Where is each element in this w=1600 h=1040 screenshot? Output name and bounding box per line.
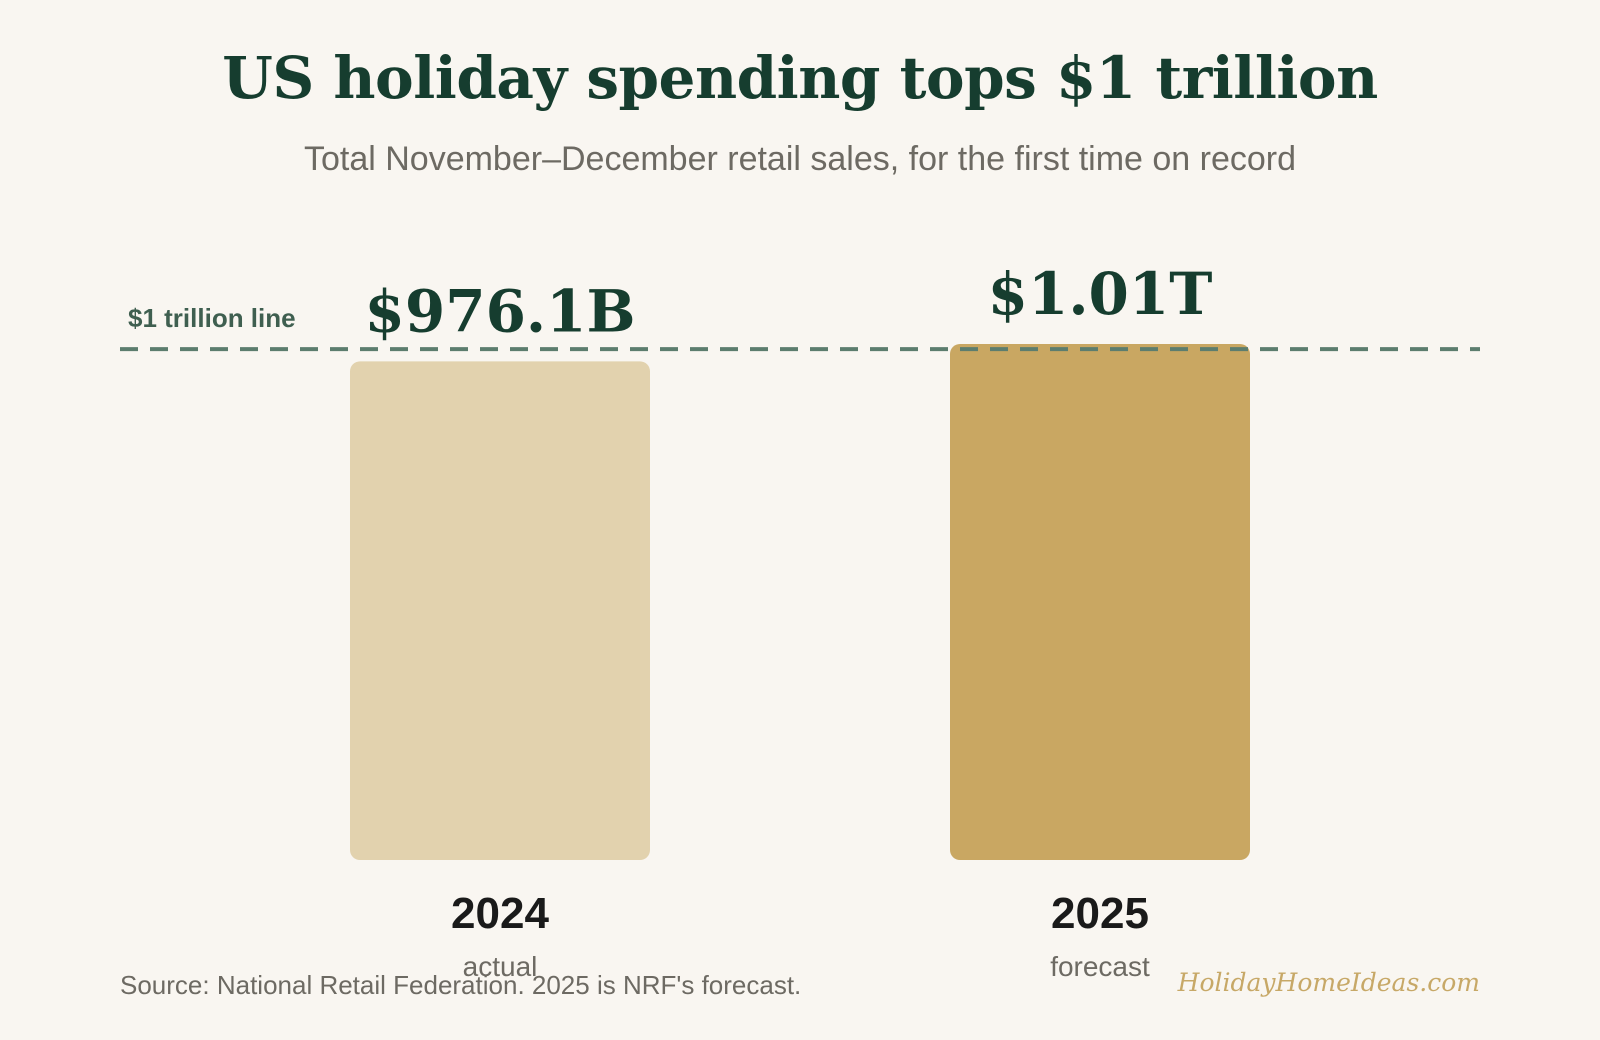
bars-layer bbox=[350, 344, 1250, 860]
reference-line-layer: $1 trillion line bbox=[120, 303, 1480, 352]
brand-credit: HolidayHomeIdeas.com bbox=[1177, 968, 1480, 997]
bar-2024 bbox=[350, 361, 650, 860]
category-label-2024: 2024 bbox=[451, 889, 549, 938]
chart-subtitle: Total November–December retail sales, fo… bbox=[303, 140, 1297, 178]
bar-2025 bbox=[950, 344, 1250, 860]
category-sublabel-2025: forecast bbox=[1050, 951, 1150, 982]
source-note: Source: National Retail Federation. 2025… bbox=[120, 970, 802, 1000]
data-label-2025: $1.01T bbox=[988, 260, 1213, 328]
labels-layer: $976.1B 2024 actual $1.01T 2025 forecast bbox=[365, 260, 1213, 982]
category-sublabel-2024: actual bbox=[463, 951, 538, 982]
category-label-2025: 2025 bbox=[1051, 889, 1149, 938]
chart-title: US holiday spending tops $1 trillion bbox=[222, 44, 1378, 112]
data-label-2024: $976.1B bbox=[365, 277, 636, 345]
reference-line-label: $1 trillion line bbox=[128, 303, 296, 333]
